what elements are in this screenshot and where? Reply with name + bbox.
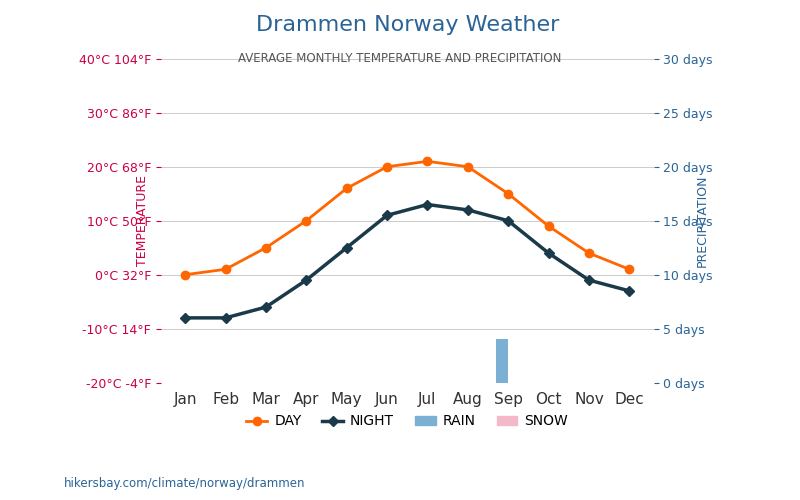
DAY: [544, 223, 554, 229]
Bar: [294, 382, 306, 436]
Bar: [427, 382, 439, 490]
NIGHT: [221, 315, 230, 321]
DAY: [463, 164, 473, 170]
Bar: [589, 382, 601, 436]
NIGHT: [422, 202, 432, 207]
Bar: [456, 382, 468, 394]
Bar: [375, 382, 387, 394]
NIGHT: [342, 244, 351, 250]
Bar: [266, 382, 278, 426]
DAY: [382, 164, 392, 170]
Bar: [387, 382, 399, 490]
DAY: [422, 158, 432, 164]
DAY: [261, 244, 270, 250]
Bar: [306, 382, 318, 448]
DAY: [180, 272, 190, 278]
Bar: [617, 382, 630, 415]
DAY: [584, 250, 594, 256]
Bar: [537, 382, 549, 394]
Text: AVERAGE MONTHLY TEMPERATURE AND PRECIPITATION: AVERAGE MONTHLY TEMPERATURE AND PRECIPIT…: [238, 52, 562, 66]
DAY: [221, 266, 230, 272]
DAY: [625, 266, 634, 272]
Bar: [334, 382, 346, 436]
NIGHT: [302, 277, 311, 283]
Bar: [214, 382, 226, 469]
Bar: [415, 382, 427, 394]
Bar: [226, 382, 238, 415]
NIGHT: [180, 315, 190, 321]
NIGHT: [382, 212, 392, 218]
Bar: [549, 382, 561, 480]
Bar: [496, 340, 508, 382]
NIGHT: [463, 207, 473, 213]
DAY: [302, 218, 311, 224]
Bar: [508, 382, 520, 490]
Text: hikersbay.com/climate/norway/drammen: hikersbay.com/climate/norway/drammen: [64, 477, 306, 490]
Legend: DAY, NIGHT, RAIN, SNOW: DAY, NIGHT, RAIN, SNOW: [241, 409, 574, 434]
Title: Drammen Norway Weather: Drammen Norway Weather: [255, 15, 559, 35]
Text: TEMPERATURE: TEMPERATURE: [136, 175, 150, 266]
Line: DAY: DAY: [181, 157, 634, 279]
Bar: [577, 382, 589, 415]
Bar: [630, 382, 642, 436]
NIGHT: [625, 288, 634, 294]
Bar: [185, 382, 198, 404]
DAY: [503, 190, 513, 196]
Bar: [254, 382, 266, 469]
NIGHT: [261, 304, 270, 310]
Text: PRECIPITATION: PRECIPITATION: [695, 174, 709, 267]
Bar: [468, 382, 480, 490]
Bar: [346, 382, 358, 480]
NIGHT: [503, 218, 513, 224]
NIGHT: [544, 250, 554, 256]
DAY: [342, 186, 351, 192]
Bar: [173, 382, 185, 490]
Line: NIGHT: NIGHT: [182, 201, 633, 322]
NIGHT: [584, 277, 594, 283]
